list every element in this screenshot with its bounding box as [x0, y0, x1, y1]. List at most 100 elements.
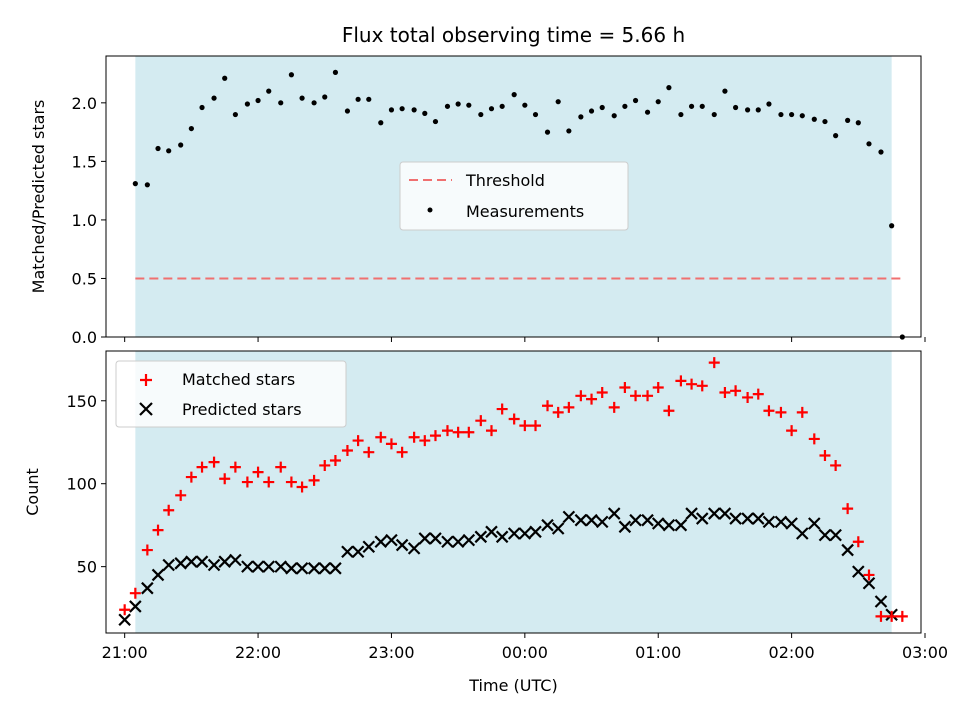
ratio-y-tick-label: 2.0	[72, 94, 97, 113]
predicted-star-point	[185, 555, 198, 568]
measurement-point	[188, 125, 194, 132]
measurement-point	[444, 103, 451, 109]
predicted-star-point	[629, 513, 642, 527]
measurement-point	[366, 96, 372, 102]
measurement-point	[299, 95, 305, 101]
measurement-point	[244, 101, 250, 107]
legend-measurements-swatch	[427, 207, 433, 213]
predicted-star-point	[395, 538, 409, 552]
measurement-point	[511, 92, 517, 98]
matched-star-point	[475, 415, 487, 427]
matched-star-point	[896, 610, 908, 622]
measurement-point	[532, 111, 539, 118]
predicted-star-point	[785, 517, 798, 530]
measurement-point	[378, 120, 384, 126]
matched-star-point	[329, 454, 341, 466]
matched-star-point	[452, 426, 464, 438]
measurement-point	[555, 99, 561, 105]
matched-star-point	[496, 403, 508, 415]
predicted-star-point	[351, 545, 365, 558]
matched-star-point	[463, 426, 475, 438]
counts-x-ticks: 21:00 22:00 23:00 00:00 01:00 02:00 03:00	[102, 633, 948, 662]
measurement-point	[855, 120, 861, 126]
matched-star-point	[285, 476, 297, 488]
legend-plus-mark	[140, 374, 152, 386]
predicted-star-point	[495, 530, 509, 544]
matched-star-point	[441, 425, 453, 437]
matched-star-point	[596, 386, 608, 398]
predicted-star-point	[474, 530, 488, 544]
ratio-legend: Threshold Measurements	[399, 161, 629, 231]
measurement-point	[488, 106, 495, 112]
measurement-point	[711, 111, 717, 118]
predicted-star-point	[341, 545, 354, 558]
legend-threshold-label: Threshold	[465, 171, 545, 190]
matched-star-point	[619, 381, 631, 393]
matched-star-point	[152, 524, 164, 536]
measurement-point	[678, 111, 684, 118]
matched-star-point	[575, 390, 587, 402]
counts-panel: 50 100 150 21:00 22:00 23:00 00:00 01:00 02:00 0…	[23, 350, 948, 695]
measurement-point	[611, 113, 617, 119]
predicted-star-point	[195, 555, 209, 568]
measurement-point	[655, 99, 661, 105]
measurement-point	[222, 75, 228, 81]
matched-star-point	[652, 381, 664, 393]
measurement-point	[255, 97, 261, 104]
predicted-star-point	[229, 553, 242, 567]
predicted-star-point	[407, 542, 421, 555]
measurement-point	[432, 118, 439, 125]
measurement-point	[644, 109, 651, 115]
predicted-star-point	[641, 513, 654, 527]
matched-star-point	[608, 401, 620, 413]
measurement-point	[144, 182, 150, 188]
counts-y-ticks: 50 100 150	[66, 392, 106, 577]
predicted-star-point	[118, 613, 131, 627]
matched-star-point	[363, 446, 375, 458]
legend-measurements-label: Measurements	[466, 202, 584, 221]
matched-star-point	[196, 461, 208, 473]
predicted-star-point	[529, 525, 542, 539]
predicted-star-point	[151, 568, 165, 582]
predicted-star-point	[551, 522, 565, 535]
matched-star-point	[563, 401, 575, 413]
counts-axes-frame	[105, 350, 922, 634]
measurement-point	[211, 95, 217, 101]
predicted-star-point	[741, 512, 754, 525]
matched-star-point	[519, 420, 531, 432]
ratio-y-tick-label: 1.0	[72, 211, 97, 230]
measurement-point	[411, 107, 417, 113]
matched-star-point	[663, 405, 675, 417]
x-tick-label: 23:00	[368, 643, 414, 662]
counts-y-tick-label: 50	[77, 558, 97, 577]
matched-star-point	[552, 406, 564, 418]
predicted-star-point	[129, 600, 142, 613]
matched-star-point	[263, 476, 275, 488]
matched-star-point	[875, 610, 887, 622]
predicted-star-point	[418, 532, 432, 545]
measurement-point	[766, 101, 772, 107]
matched-star-point	[842, 503, 854, 515]
predicted-star-point	[329, 562, 342, 575]
predicted-star-point	[162, 558, 175, 572]
measurement-point	[332, 69, 339, 75]
measurement-point	[266, 88, 272, 94]
predicted-star-point	[562, 510, 576, 524]
predicted-star-point	[818, 528, 832, 542]
matched-star-point	[141, 544, 153, 556]
legend-cross-mark	[139, 402, 153, 416]
measurement-point	[544, 129, 551, 135]
predicted-star-point	[262, 560, 276, 573]
matched-star-point	[819, 450, 831, 462]
measurement-point	[199, 104, 205, 111]
matched-star-point	[175, 489, 187, 501]
measurement-point	[811, 116, 817, 122]
legend-predicted-swatch	[139, 402, 153, 416]
measurement-point	[622, 103, 628, 109]
matched-star-point	[375, 431, 387, 443]
measurement-point	[478, 111, 484, 118]
counts-y-tick-label: 150	[66, 392, 97, 411]
predicted-star-point	[874, 595, 888, 608]
predicted-star-point	[674, 518, 688, 532]
matched-star-point	[719, 386, 731, 398]
